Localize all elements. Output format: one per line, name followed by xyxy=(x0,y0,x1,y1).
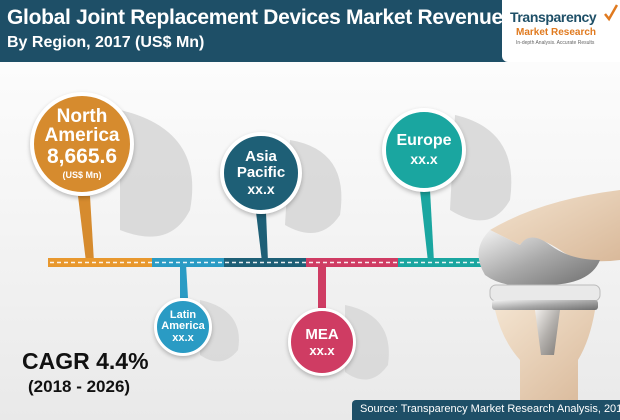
timeline-segment-blue xyxy=(152,258,224,267)
north-america-label: North America xyxy=(44,106,120,146)
latin-america-bubble: Latin America xx.x xyxy=(154,298,212,356)
logo-tagline: In-depth Analysis. Accurate Results xyxy=(516,40,595,46)
asia-pacific-value: xx.x xyxy=(247,181,275,197)
asia-pacific-label: Asia Pacific xyxy=(236,148,286,181)
tibial-tray xyxy=(492,300,598,310)
page-subtitle: By Region, 2017 (US$ Mn) xyxy=(7,34,205,51)
north-america-unit: (US$ Mn) xyxy=(62,170,102,180)
mea-label: MEA xyxy=(305,326,339,343)
femoral-component xyxy=(478,230,600,287)
europe-bubble: Europe xx.x xyxy=(382,108,466,192)
latin-america-label: Latin America xyxy=(161,309,205,332)
page-title: Global Joint Replacement Devices Market … xyxy=(7,6,503,29)
tibial-insert xyxy=(489,284,601,302)
company-logo: Transparency Market Research In-depth An… xyxy=(502,0,620,62)
europe-shadow xyxy=(450,115,512,221)
mea-pin xyxy=(318,264,326,308)
logo-name: Transparency xyxy=(510,9,597,25)
north-america-pin xyxy=(78,196,94,262)
latin-america-pin xyxy=(180,264,188,298)
mea-value: xx.x xyxy=(309,343,335,358)
latin-america-value: xx.x xyxy=(172,332,194,344)
north-america-shadow xyxy=(120,110,193,237)
europe-label: Europe xyxy=(396,132,452,149)
europe-pin xyxy=(420,190,434,262)
asia-pacific-pin xyxy=(256,212,268,262)
cagr-label: CAGR 4.4% xyxy=(22,348,149,374)
mea-bubble: MEA xx.x xyxy=(288,308,356,376)
europe-value: xx.x xyxy=(410,151,438,167)
north-america-bubble: North America 8,665.6 (US$ Mn) xyxy=(30,92,134,196)
tibial-stem xyxy=(535,310,560,355)
mea-shadow xyxy=(345,305,389,380)
knee-implant-illustration xyxy=(478,190,620,400)
cagr-period: (2018 - 2026) xyxy=(28,377,131,396)
femur-bone xyxy=(490,190,620,262)
north-america-value: 8,665.6 xyxy=(46,145,118,168)
timeline-segment-navy xyxy=(224,258,306,267)
checkmark-icon xyxy=(604,4,618,22)
asia-pacific-bubble: Asia Pacific xx.x xyxy=(220,132,302,214)
source-bar: Source: Transparency Market Research Ana… xyxy=(352,400,620,420)
logo-sub: Market Research xyxy=(516,27,597,38)
source-text: Source: Transparency Market Research Ana… xyxy=(360,403,620,415)
